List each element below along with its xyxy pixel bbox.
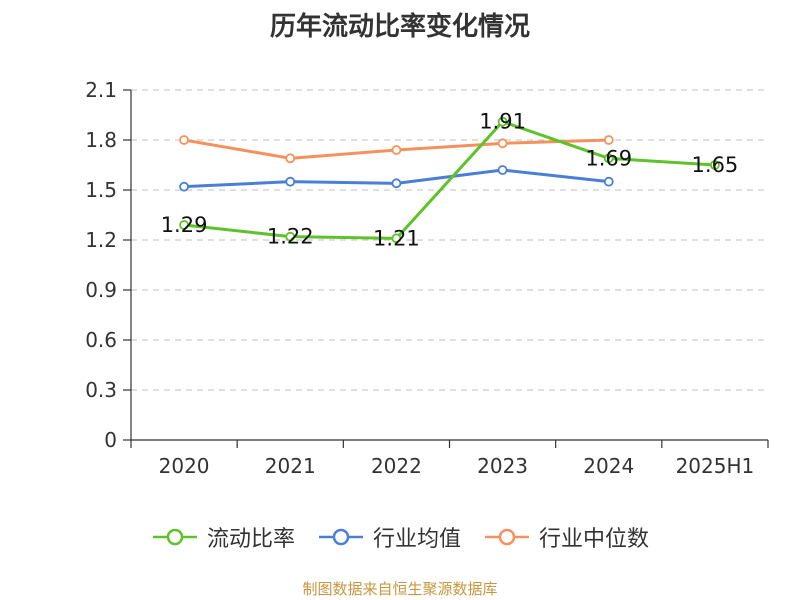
legend-label: 流动比率 [206,527,295,552]
legend-label: 行业中位数 [539,527,650,552]
data-point [603,153,614,164]
chart-title: 历年流动比率变化情况 [269,12,530,42]
data-point [285,231,296,242]
data-point [603,135,614,145]
y-tick-label: 1.5 [85,178,117,202]
series-lines [179,116,720,244]
data-point [710,160,720,170]
y-tick-label: 0.3 [85,378,117,402]
legend-line-icon [152,528,197,546]
data-label: 1.91 [479,110,526,134]
source-note: 制图数据来自恒生聚源数据库 [302,580,498,598]
x-tick-label: 2022 [371,454,422,478]
data-point [497,138,508,149]
y-tick-label: 2.1 [85,78,117,102]
data-point [497,165,508,175]
axes: 0 0.3 0.6 0.9 1.2 1.5 1.8 2.1 2020 2021 2022 2023 20… [85,78,769,478]
y-tick-label: 1.8 [85,128,117,152]
legend-item-industry-median[interactable]: 行业中位数 [483,521,649,553]
data-point [179,220,189,230]
series-industry-mean [179,165,614,192]
data-label: 1.29 [161,213,208,237]
x-tick-label: 2025H1 [676,454,755,478]
data-label: 1.65 [692,153,739,177]
x-tick-label: 2024 [583,454,634,478]
legend-line-icon [318,528,363,546]
data-label: 1.22 [267,225,314,249]
data-labels: 1.29 1.22 1.21 1.91 1.69 1.65 [161,110,739,251]
series-line [183,120,716,240]
data-label: 1.69 [585,146,632,170]
data-label: 1.21 [373,226,420,250]
data-point [285,153,296,164]
x-tick-label: 2020 [159,454,210,478]
data-point [391,233,402,244]
data-point [391,145,402,155]
legend-item-current-ratio[interactable]: 流动比率 [151,521,295,553]
data-point [285,176,296,187]
data-point [179,181,189,192]
x-tick-label: 2021 [265,454,316,478]
grid-lines [131,89,768,391]
data-point [497,116,508,127]
series-current-ratio [179,116,720,244]
series-industry-median [179,135,614,164]
y-tick-label: 0.9 [85,278,117,302]
data-point [391,178,402,189]
legend-item-industry-mean[interactable]: 行业均值 [317,521,461,553]
data-point [179,135,189,145]
y-tick-label: 0.6 [85,328,117,352]
legend: 流动比率 行业均值 行业中位数 [0,520,800,554]
data-point [603,176,614,187]
legend-label: 行业均值 [372,527,461,552]
legend-line-icon [485,528,529,546]
y-tick-label: 0 [104,428,117,452]
y-tick-label: 1.2 [85,228,117,252]
x-tick-label: 2023 [477,454,528,478]
